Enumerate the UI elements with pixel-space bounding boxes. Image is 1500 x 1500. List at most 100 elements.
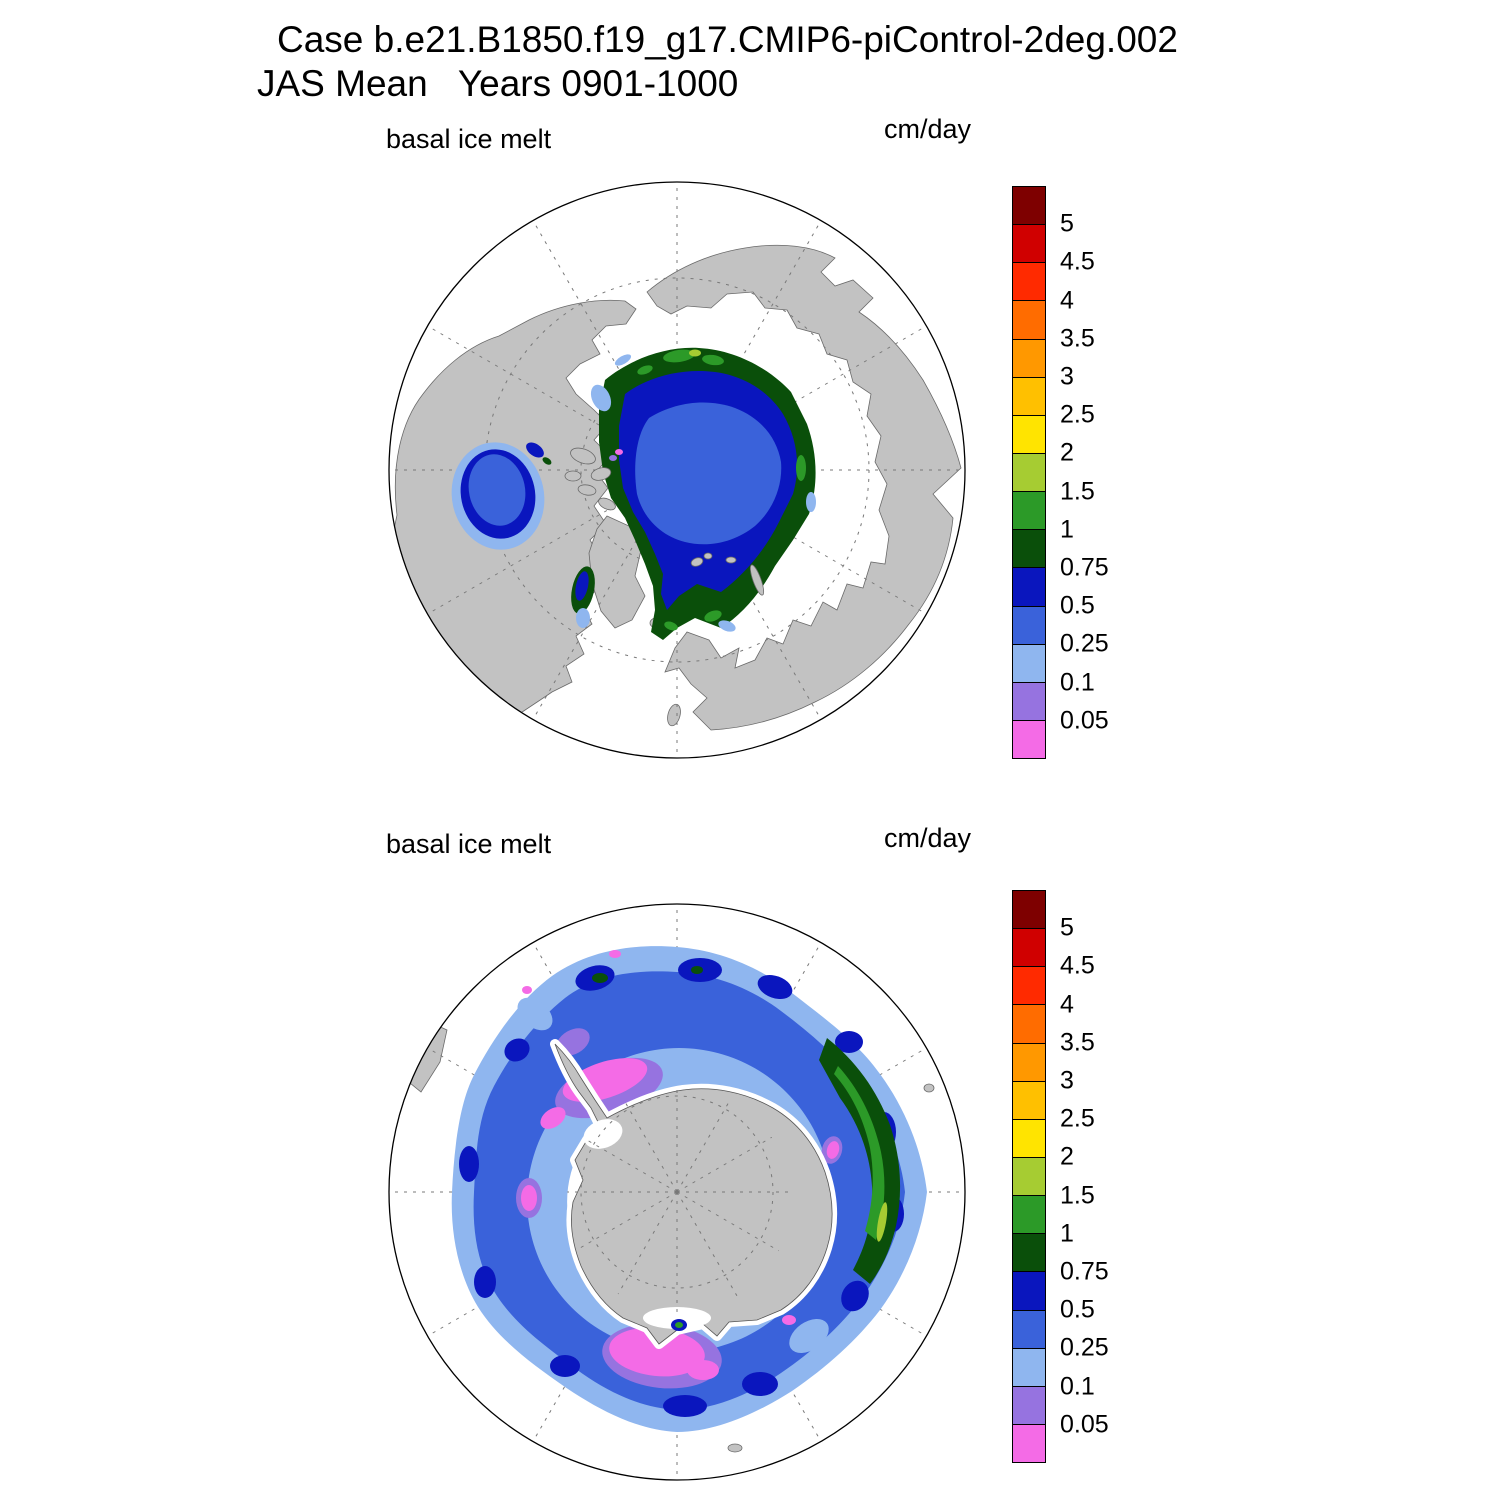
colorbar-tick-label: 0.75 <box>1060 1257 1109 1286</box>
melt-edge-magenta <box>609 950 621 958</box>
colorbar-cell <box>1013 966 1045 1005</box>
colorbar-cell <box>1013 1042 1045 1081</box>
colorbar-cell <box>1013 681 1045 720</box>
colorbar-north: 5 4.5 4 3.5 3 2.5 2 1.5 1 0.75 0.5 0.25 0.1 0.05 <box>1012 186 1142 759</box>
colorbar-cell <box>1013 414 1045 453</box>
land-arctic-island <box>570 447 596 465</box>
land-arctic-island <box>598 497 616 511</box>
land-antarctica <box>554 1043 833 1345</box>
colorbar-tick-label: 1 <box>1060 1219 1074 1248</box>
ross-ice-shelf <box>643 1307 711 1329</box>
melt-edge-max <box>459 1146 479 1182</box>
melt-accent-1-1p5 <box>664 621 678 631</box>
colorbar-tick-label: 0.5 <box>1060 591 1095 620</box>
colorbar-tick-label: 4 <box>1060 990 1074 1019</box>
melt-archipelago-purple <box>609 455 617 461</box>
colorbar-tick-label: 0.05 <box>1060 706 1109 735</box>
colorbar-cell <box>1013 1385 1045 1424</box>
melt-edge-max <box>841 1280 869 1312</box>
colorbar-south: 5 4.5 4 3.5 3 2.5 2 1.5 1 0.75 0.5 0.25 0.1 0.05 <box>1012 890 1142 1463</box>
north-islands-over-ice <box>564 447 765 596</box>
colorbar-cell <box>1013 1004 1045 1043</box>
melt-coast-magenta <box>687 1360 719 1380</box>
melt-edge-max <box>663 1395 707 1417</box>
melt-accent-1-1p5 <box>702 354 724 366</box>
melt-baffin-core <box>575 571 589 601</box>
land-franz-josef <box>725 556 737 564</box>
melt-peninsula-streak-yellow-green <box>876 1202 888 1242</box>
melt-accent-1p5-2 <box>689 349 701 357</box>
north-ice-melt-contours <box>451 347 816 640</box>
land-small-island <box>727 1443 743 1453</box>
melt-accent-1-1p5 <box>637 365 653 375</box>
colorbar-cell <box>1013 300 1045 339</box>
meridian-line <box>676 1088 791 1193</box>
colorbar-tick-label: 5 <box>1060 209 1074 238</box>
colorbar-cell <box>1013 529 1045 568</box>
melt-coast-magenta <box>782 1315 796 1325</box>
melt-coast-magenta <box>521 1185 537 1211</box>
north-map-frame <box>388 181 966 759</box>
land-arctic-island <box>590 467 612 481</box>
meridian-line <box>676 1191 791 1312</box>
figure-title-line1: Case b.e21.B1850.f19_g17.CMIP6-piControl… <box>277 19 1178 60</box>
meridian-line <box>676 1191 791 1312</box>
melt-accent-1-1p5 <box>663 349 695 363</box>
colorbar-bar <box>1012 186 1046 759</box>
melt-light-gap <box>517 997 553 1031</box>
colorbar-cell <box>1013 1080 1045 1119</box>
meridian-line <box>567 1191 678 1312</box>
colorbar-cell <box>1013 1271 1045 1310</box>
melt-edge-max <box>742 1372 778 1396</box>
melt-fringe-0p1-0p25 <box>718 620 736 632</box>
melt-coast-magenta <box>826 1141 840 1159</box>
colorbar-cell <box>1013 1233 1045 1272</box>
melt-edge-max <box>835 1031 863 1053</box>
colorbar-cell <box>1013 452 1045 492</box>
map-north-polar <box>388 181 966 759</box>
colorbar-cell <box>1013 1423 1045 1463</box>
melt-fringe-0p1-0p25 <box>614 354 632 366</box>
melt-core-0p25-0p5 <box>635 402 782 545</box>
melt-edge-max <box>757 974 793 1000</box>
colorbar-tick-label: 3.5 <box>1060 1028 1095 1057</box>
melt-hudson-core <box>468 454 526 526</box>
melt-fringe-0p1-0p25 <box>806 492 816 512</box>
colorbar-cell <box>1013 338 1045 377</box>
colorbar-tick-label: 0.25 <box>1060 1333 1109 1362</box>
antarctica <box>550 1039 838 1349</box>
colorbar-tick-label: 3.5 <box>1060 324 1095 353</box>
panel-south-label: basal ice melt <box>386 829 552 859</box>
panel-north-label: basal ice melt <box>386 124 552 154</box>
colorbar-cell <box>1013 376 1045 415</box>
colorbar-tick-label: 0.1 <box>1060 668 1095 697</box>
colorbar-tick-label: 2 <box>1060 438 1074 467</box>
colorbar-tick-label: 0.1 <box>1060 1372 1095 1401</box>
colorbar-tick-label: 3 <box>1060 1066 1074 1095</box>
colorbar-cell <box>1013 567 1045 606</box>
land-svalbard <box>690 557 704 567</box>
south-graticule-over-continent <box>567 1088 791 1312</box>
colorbar-cell <box>1013 1195 1045 1234</box>
melt-green-spot <box>592 973 608 983</box>
melt-coast-magenta <box>609 1327 705 1377</box>
land-novaya-zemlya <box>749 564 765 596</box>
colorbar-cell <box>1013 187 1045 225</box>
land-small-island <box>923 1083 935 1093</box>
colorbar-tick-label: 3 <box>1060 362 1074 391</box>
colorbar-cell <box>1013 928 1045 967</box>
melt-coast-magenta <box>540 1107 566 1129</box>
colorbar-tick-label: 0.75 <box>1060 553 1109 582</box>
map-south-polar <box>388 903 966 1481</box>
colorbar-cell <box>1013 1118 1045 1157</box>
colorbar-tick-label: 1 <box>1060 515 1074 544</box>
ronne-ice-shelf <box>583 1119 623 1149</box>
ross-polynya-core <box>675 1322 683 1328</box>
melt-edge-max <box>550 1355 580 1377</box>
melt-hudson-strait-green <box>542 457 552 465</box>
melt-accent-1-1p5 <box>796 455 806 481</box>
land-svalbard <box>703 552 713 560</box>
colorbar-cell <box>1013 491 1045 530</box>
melt-light-gap <box>789 1318 829 1354</box>
